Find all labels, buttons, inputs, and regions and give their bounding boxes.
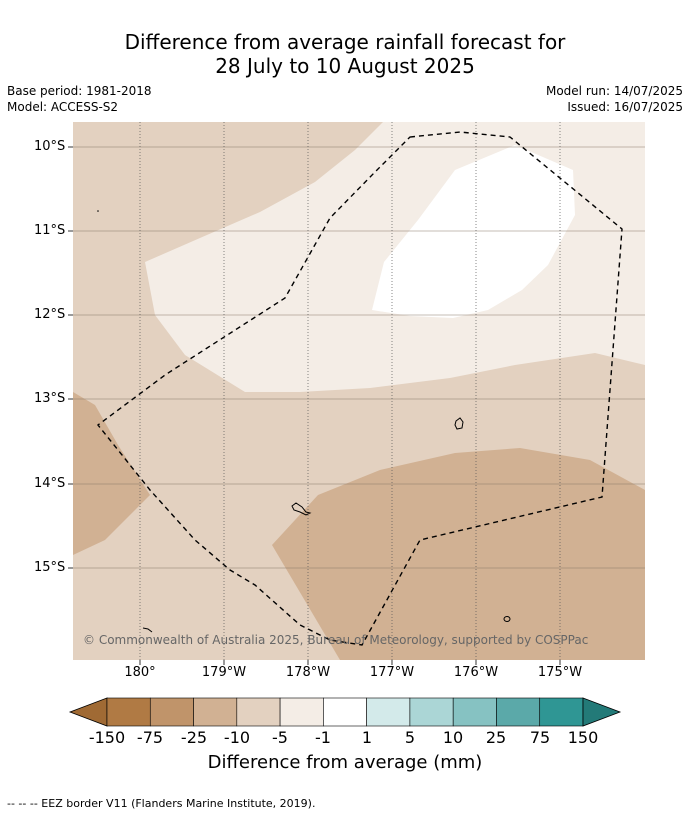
axis-ticks: [68, 146, 561, 665]
colorbar-extend-high: [582, 697, 622, 727]
colorbar-swatch: [193, 697, 238, 727]
lon-label-178w: 178°W: [285, 665, 331, 680]
map-title: Difference from average rainfall forecas…: [0, 30, 690, 78]
lat-label-14s: 14°S: [34, 476, 66, 491]
colorbar-label: -1: [315, 728, 331, 747]
lon-label-176w: 176°W: [453, 665, 499, 680]
colorbar-label: 1: [361, 728, 373, 747]
colorbar-label: 75: [529, 728, 551, 747]
colorbar-label: 10: [442, 728, 464, 747]
base-period: Base period: 1981-2018: [7, 84, 152, 98]
colorbar-swatch: [236, 697, 281, 727]
colorbar-title: Difference from average (mm): [207, 752, 483, 773]
lat-label-13s: 13°S: [34, 391, 66, 406]
colorbar-label: -10: [223, 728, 251, 747]
colorbar-swatch: [539, 697, 584, 727]
lon-label-179w: 179°W: [201, 665, 247, 680]
lat-label-10s: 10°S: [34, 139, 66, 154]
graticule: [73, 146, 645, 569]
lon-label-180: 180°: [124, 665, 156, 680]
island-east: [454, 417, 464, 430]
colorbar-label: 5: [404, 728, 416, 747]
colorbar-label: 150: [567, 728, 599, 747]
colorbar-swatch: [452, 697, 497, 727]
island-northwest: [97, 210, 99, 212]
colorbar-label: -5: [272, 728, 288, 747]
colorbar-swatch: [323, 697, 367, 727]
colorbar: [68, 697, 622, 727]
colorbar-swatch: [106, 697, 151, 727]
colorbar-label: 25: [485, 728, 507, 747]
lat-label-11s: 11°S: [34, 223, 66, 238]
class-minus25-minus10-area-west: [73, 392, 150, 555]
colorbar-label: -25: [180, 728, 208, 747]
lat-label-15s: 15°S: [34, 560, 66, 575]
model-run: Model run: 14/07/2025: [545, 84, 683, 98]
colorbar-label: -150: [88, 728, 126, 747]
title-line-2: 28 July to 10 August 2025: [215, 54, 475, 78]
eez-border: [97, 131, 623, 646]
class-minus25-minus10-area-south: [272, 448, 645, 660]
rainfall-contours: [73, 122, 645, 660]
colorbar-swatch: [366, 697, 411, 727]
meta-left: Base period: 1981-2018 Model: ACCESS-S2: [7, 83, 152, 115]
lat-label-12s: 12°S: [34, 307, 66, 322]
meta-right: Model run: 14/07/2025 Issued: 16/07/2025: [546, 83, 683, 115]
lon-label-177w: 177°W: [369, 665, 415, 680]
eez-footnote: -- -- -- EEZ border V11 (Flanders Marine…: [7, 797, 316, 810]
colorbar-extend-low: [68, 697, 108, 727]
lon-label-175w: 175°W: [537, 665, 583, 680]
copyright-notice: © Commonwealth of Australia 2025, Bureau…: [83, 633, 589, 647]
island-southwest: [142, 627, 153, 633]
class-minus1-1-area: [372, 145, 575, 318]
colorbar-label: -75: [136, 728, 164, 747]
title-line-1: Difference from average rainfall forecas…: [124, 30, 566, 54]
colorbar-swatch: [149, 697, 194, 727]
colorbar-swatch: [409, 697, 454, 727]
issued-date: Issued: 16/07/2025: [567, 100, 683, 114]
colorbar-swatch: [279, 697, 324, 727]
colorbar-swatch: [496, 697, 541, 727]
model-name: Model: ACCESS-S2: [7, 100, 119, 114]
island-central: [291, 502, 312, 516]
island-south: [503, 616, 511, 622]
